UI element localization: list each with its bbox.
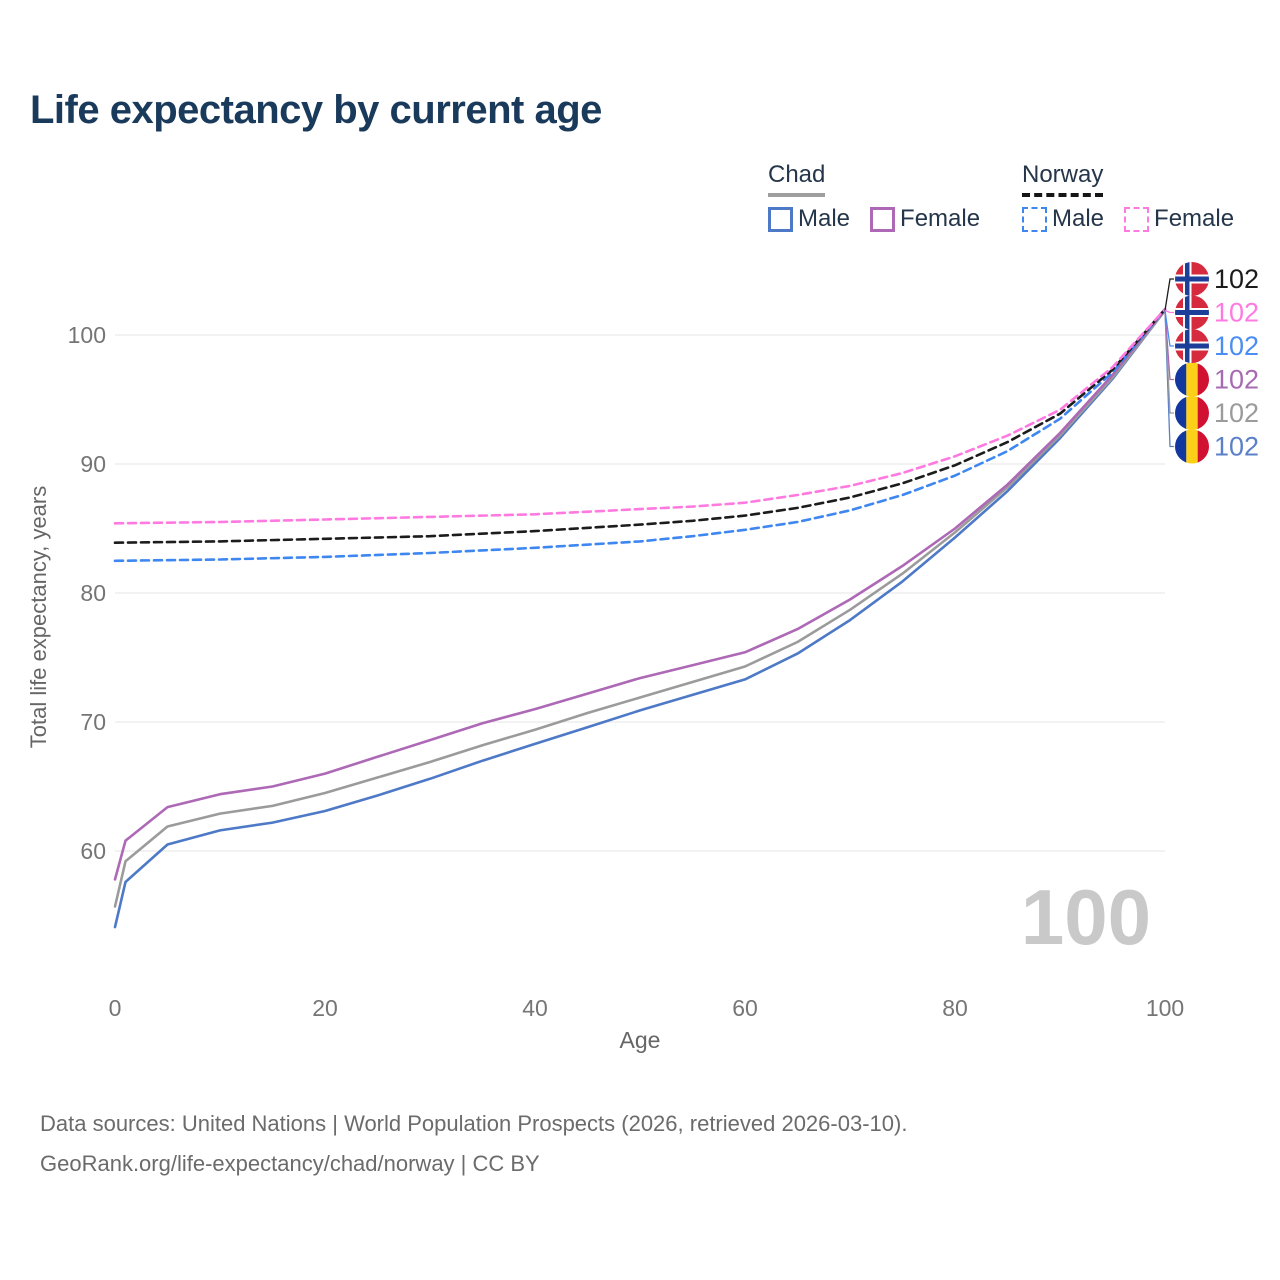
series-line-norway-male[interactable]	[113, 307, 1167, 563]
x-tick-label-100: 100	[1146, 995, 1184, 1021]
page-title: Life expectancy by current age	[30, 88, 602, 132]
end-value-label-norway-male: 102	[1214, 331, 1259, 361]
x-tick-label-0: 0	[109, 995, 122, 1021]
end-value-label-norway-female: 102	[1214, 298, 1259, 328]
legend-item-norway-female[interactable]: Female	[1124, 205, 1234, 233]
leader-line-chad-both-sexes	[1164, 310, 1174, 414]
data-sources-line1: Data sources: United Nations | World Pop…	[40, 1111, 908, 1136]
x-tick-label-40: 40	[522, 995, 548, 1021]
y-tick-label-70: 70	[80, 709, 106, 735]
chad-flag-icon	[1175, 362, 1209, 397]
chad-flag-icon	[1175, 396, 1209, 430]
leader-line-norway-both-sexes	[1164, 278, 1174, 311]
x-axis-title: Age	[620, 1027, 661, 1053]
y-tick-label-80: 80	[80, 580, 106, 606]
legend-items-chad: Male Female	[768, 205, 980, 233]
chad-male-swatch-icon	[768, 206, 793, 232]
end-value-label-chad-both-sexes: 102	[1214, 398, 1259, 428]
data-sources-line2: GeoRank.org/life-expectancy/chad/norway …	[40, 1151, 540, 1176]
leader-line-norway-female	[1164, 309, 1174, 314]
series-line-norway-female[interactable]	[113, 307, 1167, 525]
norway-flag-icon	[1175, 329, 1209, 363]
y-tick-label-100: 100	[68, 322, 106, 348]
legend-items-norway: Male Female	[1022, 205, 1234, 233]
norway-flag-icon	[1175, 295, 1209, 330]
y-axis-title: Total life expectancy, years	[26, 486, 51, 749]
legend-label-chad-female: Female	[900, 205, 981, 232]
norway-female-swatch-icon	[1124, 206, 1150, 232]
age-counter-watermark: 100	[1021, 873, 1151, 961]
leader-line-norway-male	[1164, 310, 1174, 347]
end-value-label-chad-female: 102	[1214, 365, 1259, 395]
legend-item-chad-female[interactable]: Female	[870, 205, 980, 233]
y-tick-label-60: 60	[80, 838, 106, 864]
y-tick-label-90: 90	[80, 451, 106, 477]
legend-label-chad-male: Male	[798, 205, 851, 232]
chad-flag-icon	[1175, 429, 1209, 464]
x-tick-label-80: 80	[942, 995, 968, 1021]
data-sources: Data sources: United Nations | World Pop…	[40, 1104, 907, 1184]
x-tick-label-20: 20	[312, 995, 338, 1021]
legend-country-chad: Chad	[768, 161, 826, 197]
life-expectancy-chart: 100 60 70 80 90 100 0 20 40 60 80 100 Total life exp…	[26, 262, 1259, 1053]
end-value-label-norway-both-sexes: 102	[1214, 264, 1259, 294]
legend-label-norway-male: Male	[1052, 205, 1105, 232]
legend-country-norway: Norway	[1022, 161, 1104, 197]
legend-group-chad: Chad Male Female	[768, 161, 980, 233]
series-line-norway-both-sexes[interactable]	[113, 307, 1167, 545]
legend-item-chad-male[interactable]: Male	[768, 205, 850, 233]
legend-item-norway-male[interactable]: Male	[1022, 205, 1104, 233]
x-tick-label-60: 60	[732, 995, 758, 1021]
norway-flag-icon	[1175, 262, 1209, 296]
chad-female-swatch-icon	[870, 206, 896, 232]
series-line-chad-female[interactable]	[113, 307, 1167, 881]
leader-line-chad-female	[1164, 310, 1174, 381]
series-line-chad-male[interactable]	[113, 309, 1167, 929]
series-line-chad-both-sexes[interactable]	[113, 309, 1167, 908]
norway-male-swatch-icon	[1022, 206, 1047, 232]
end-value-label-chad-male: 102	[1214, 432, 1259, 462]
legend-group-norway: Norway Male Female	[1022, 161, 1234, 233]
legend-label-norway-female: Female	[1154, 205, 1235, 232]
